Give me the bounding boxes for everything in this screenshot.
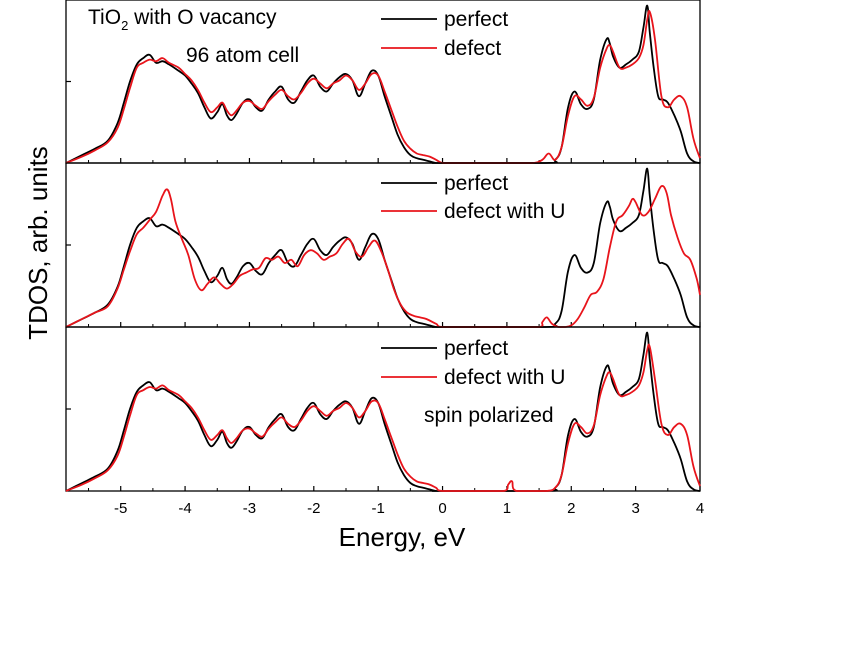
x-tick-label-2: -3 [243, 500, 256, 517]
x-tick-label-4: -1 [372, 500, 385, 517]
x-axis-title: Energy, eV [339, 522, 466, 552]
panel-3-spin-note: spin polarized [424, 404, 554, 427]
panel-3-series-defect-line [65, 343, 701, 492]
panel-1-legend-label-1: defect [444, 37, 501, 60]
panel-3-frame [65, 326, 701, 492]
x-tick-label-9: 4 [696, 500, 704, 517]
panel-2-frame [65, 162, 701, 328]
panel-1-title: TiO2 with O vacancy [88, 6, 277, 33]
panel-2: perfect defect with U [65, 162, 701, 328]
panel-1-legend-label-0: perfect [444, 8, 508, 31]
panel-3-legend-label-0: perfect [444, 337, 508, 360]
x-tick-label-8: 3 [631, 500, 639, 517]
x-tick-label-1: -4 [178, 500, 191, 517]
x-tick-label-0: -5 [114, 500, 127, 517]
panel-3-series-perfect-line [65, 331, 701, 492]
x-tick-label-3: -2 [307, 500, 320, 517]
panel-2-legend-label-0: perfect [444, 172, 508, 195]
panel-3-legend-label-1: defect with U [444, 366, 565, 389]
panel-1-series-perfect-line [65, 4, 701, 164]
y-axis-title: TDOS, arb. units [23, 146, 53, 340]
panel-2-series-perfect-line [65, 167, 701, 328]
panel-2-series-defect-line [65, 185, 701, 328]
panel-3: perfect defect with U [65, 326, 701, 492]
panel-1-cell-note: 96 atom cell [186, 44, 299, 67]
panel-2-legend-label-1: defect with U [444, 200, 565, 223]
x-tick-label-7: 2 [567, 500, 575, 517]
x-tick-label-5: 0 [438, 500, 446, 517]
x-tick-label-6: 1 [503, 500, 511, 517]
panel-1-series-defect-line [65, 10, 701, 164]
